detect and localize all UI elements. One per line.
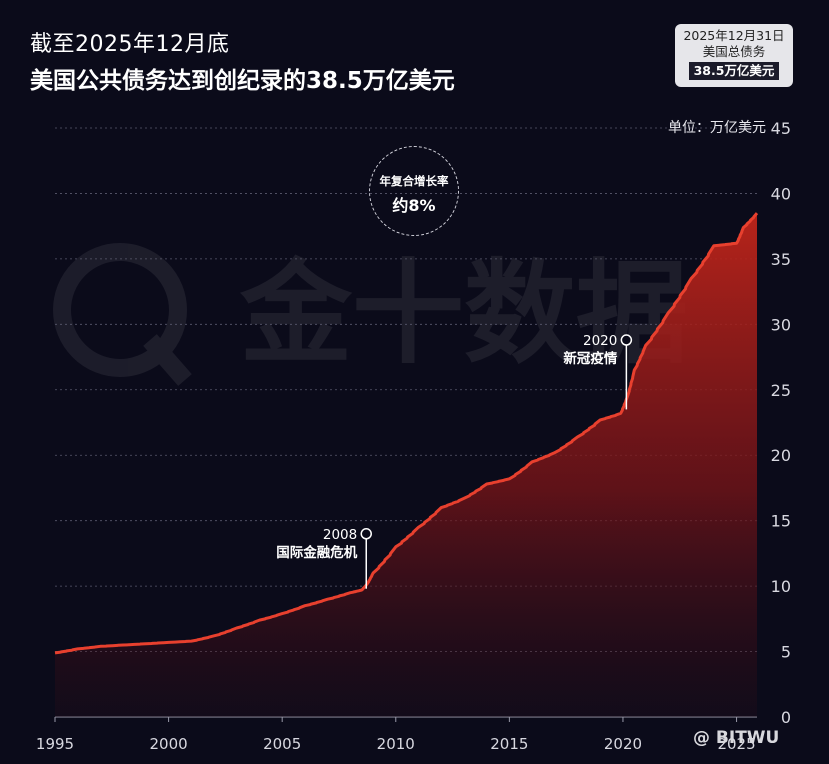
- x-tick-label: 2010: [377, 735, 415, 753]
- cagr-value: 约8%: [392, 196, 436, 215]
- chart-subtitle: 截至2025年12月底: [30, 32, 230, 57]
- watermark: @ BITWU: [693, 728, 780, 748]
- annotation-label: 国际金融危机: [276, 544, 357, 561]
- y-tick-label: 5: [781, 643, 791, 662]
- cagr-badge: 年复合增长率 约8%: [369, 146, 459, 236]
- y-tick-label: 0: [781, 708, 791, 727]
- y-tick-label: 45: [771, 119, 791, 138]
- x-tick-label: 1995: [36, 735, 74, 753]
- annotation-marker: [620, 334, 633, 346]
- y-axis: 0 5 10 15 20 25 30 35 40 45: [771, 119, 791, 727]
- x-tick-label: 2020: [604, 735, 642, 753]
- unit-label: 单位：万亿美元: [668, 120, 766, 136]
- background-logo: 金十数据: [53, 243, 688, 386]
- y-tick-label: 15: [771, 512, 791, 531]
- x-tick-label: 2025: [717, 735, 755, 753]
- y-tick-label: 10: [771, 577, 791, 596]
- x-axis: 1995 2000 2005 2010 2015 2020 2025: [36, 717, 756, 753]
- info-box-value: 38.5万亿美元: [688, 62, 780, 80]
- cagr-label: 年复合增长率: [379, 174, 449, 188]
- y-tick-label: 35: [771, 250, 791, 269]
- info-box-date: 2025年12月31日: [683, 28, 785, 43]
- debt-area-fill: [55, 213, 757, 717]
- y-tick-label: 20: [771, 446, 791, 465]
- debt-series-line: [54, 212, 759, 655]
- x-tick-label: 2015: [490, 735, 528, 753]
- y-tick-label: 30: [771, 315, 791, 334]
- annotation-year: 2020: [583, 333, 617, 349]
- info-box-label: 美国总债务: [702, 44, 766, 59]
- background-logo-text: 金十数据: [239, 249, 688, 379]
- total-debt-info-box: 2025年12月31日 美国总债务 38.5万亿美元: [675, 24, 793, 87]
- area-layer: [54, 212, 759, 717]
- x-tick-label: 2005: [263, 735, 301, 753]
- y-tick-label: 40: [771, 184, 791, 203]
- chart-title: 美国公共债务达到创纪录的38.5万亿美元: [30, 68, 455, 94]
- annotation-year: 2008: [323, 527, 357, 543]
- x-tick-label: 2000: [149, 735, 187, 753]
- y-tick-label: 25: [771, 381, 791, 400]
- annotation-marker: [360, 528, 372, 540]
- annotation-label: 新冠疫情: [563, 350, 617, 367]
